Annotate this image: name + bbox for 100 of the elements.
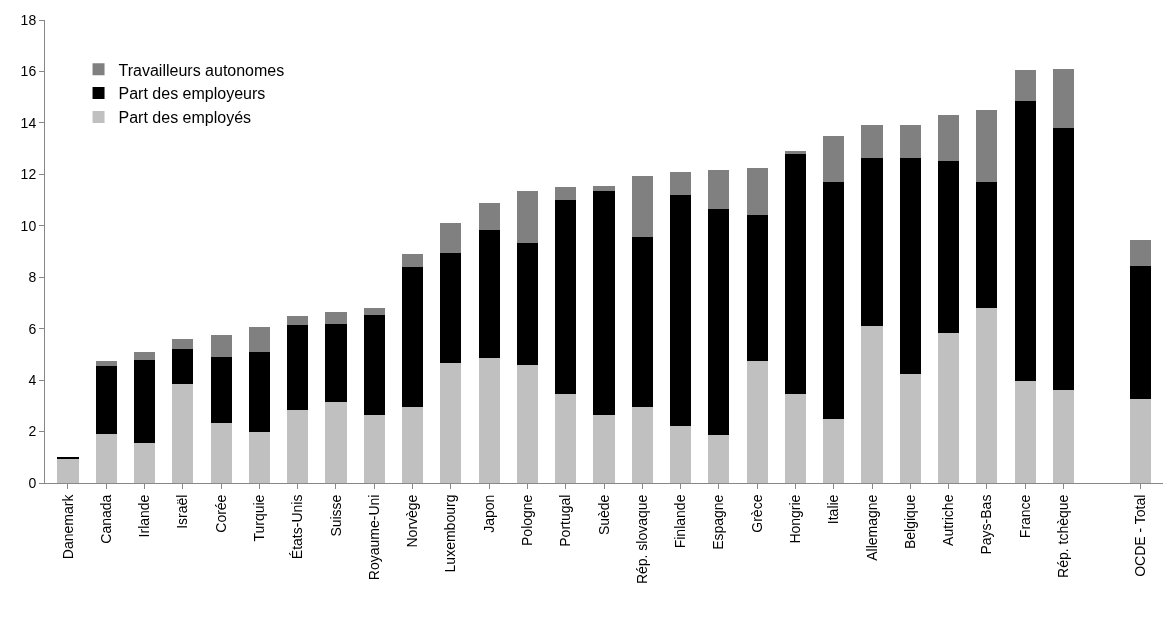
bar	[325, 323, 347, 402]
bar	[593, 414, 615, 483]
bar	[134, 443, 156, 483]
legend-label: Travailleurs autonomes	[118, 61, 285, 79]
bar	[440, 363, 462, 483]
x-tick-label: Finlande	[672, 494, 689, 549]
bar	[287, 324, 309, 410]
y-tick-label: 6	[28, 320, 37, 337]
bar	[134, 359, 156, 444]
bar	[1129, 399, 1151, 483]
bar	[555, 187, 577, 201]
x-tick-label: Irlande	[136, 494, 153, 538]
bar	[555, 394, 577, 483]
bar	[899, 157, 921, 374]
bar	[516, 364, 538, 483]
bar	[823, 135, 845, 183]
bar	[95, 360, 117, 366]
x-tick-label: Royaume-Uni	[365, 494, 382, 581]
x-tick-label: Italie	[825, 494, 842, 525]
bar	[1052, 128, 1074, 391]
bar	[1129, 239, 1151, 266]
bar	[938, 161, 960, 333]
bar	[172, 349, 194, 384]
y-tick-label: 10	[20, 217, 37, 234]
bar	[976, 110, 998, 183]
bar	[976, 308, 998, 483]
bar	[95, 365, 117, 435]
bar	[402, 266, 424, 408]
bar	[1014, 70, 1036, 102]
y-tick-label: 12	[20, 166, 37, 183]
bar	[1014, 381, 1036, 483]
bar	[670, 426, 692, 483]
legend-label: Part des employés	[118, 109, 252, 127]
y-tick-label: 16	[20, 63, 37, 80]
bar	[1014, 101, 1036, 382]
x-tick-label: Luxembourg	[442, 494, 459, 573]
bar	[593, 191, 615, 415]
bar	[746, 167, 768, 216]
bar	[784, 394, 806, 483]
x-tick-label: Japon	[480, 494, 497, 533]
bar	[402, 254, 424, 267]
x-tick-label: Portugal	[557, 494, 574, 547]
bar	[746, 215, 768, 361]
bar	[938, 115, 960, 162]
x-tick-label: Turquie	[250, 494, 267, 542]
bar	[478, 358, 500, 483]
x-tick-label: Grèce	[748, 494, 765, 533]
y-tick-label: 18	[20, 11, 37, 28]
bar	[402, 407, 424, 483]
bar	[478, 202, 500, 230]
legend-label: Part des employeurs	[118, 85, 266, 103]
bar	[708, 209, 730, 436]
x-tick-label: Espagne	[710, 494, 727, 550]
bar	[555, 200, 577, 395]
bar	[325, 311, 347, 324]
bar	[631, 237, 653, 408]
x-tick-label: Rép. tchèque	[1055, 494, 1071, 578]
x-tick-label: France	[1016, 494, 1033, 539]
bar	[899, 125, 921, 158]
bar	[708, 435, 730, 483]
bar	[210, 422, 232, 483]
bar	[861, 326, 883, 483]
x-tick-label: Autriche	[940, 494, 957, 546]
bar	[287, 315, 309, 325]
bar	[784, 151, 806, 154]
bar	[899, 373, 921, 483]
bar	[363, 308, 385, 315]
bar	[248, 327, 270, 352]
bar	[172, 383, 194, 483]
bar	[631, 175, 653, 238]
bar	[210, 335, 232, 357]
x-tick-label: Belgique	[901, 494, 918, 550]
bar	[57, 458, 79, 483]
bar	[1052, 68, 1074, 129]
bar	[670, 194, 692, 427]
x-tick-label: Danemark	[59, 493, 76, 560]
bar	[976, 182, 998, 309]
bar	[516, 242, 538, 365]
bar	[363, 314, 385, 415]
y-tick-label: 4	[28, 372, 37, 389]
bar	[95, 434, 117, 483]
bar	[823, 182, 845, 419]
bar	[670, 171, 692, 195]
bar	[210, 356, 232, 423]
bar	[172, 338, 194, 350]
x-tick-label: Canada	[97, 494, 114, 544]
x-tick-label: Corée	[212, 494, 229, 533]
x-tick-label: États-Unis	[289, 494, 306, 560]
y-tick-label: 14	[20, 114, 37, 131]
bar	[861, 157, 883, 327]
x-tick-label: Norvège	[404, 494, 421, 548]
bar	[248, 351, 270, 432]
bar	[440, 252, 462, 364]
bar	[861, 125, 883, 158]
y-tick-label: 0	[28, 474, 37, 491]
bar	[363, 414, 385, 483]
bar	[823, 418, 845, 483]
bar	[593, 185, 615, 192]
bar	[1052, 390, 1074, 483]
x-tick-label: Rép. slovaque	[633, 494, 650, 585]
